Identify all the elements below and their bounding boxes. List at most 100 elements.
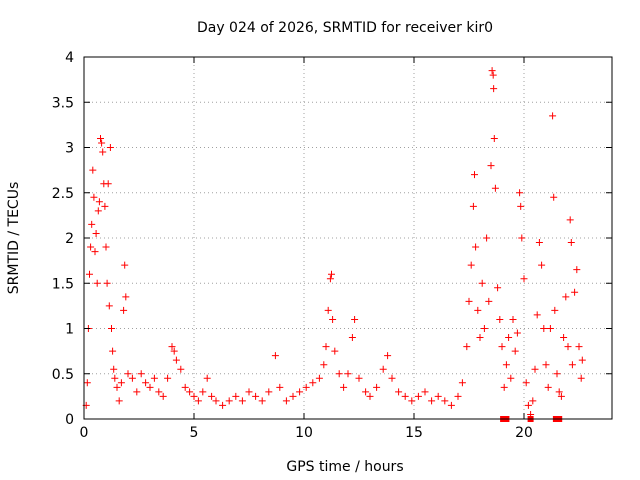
data-point-marker — [271, 352, 279, 360]
data-point-marker — [245, 388, 253, 396]
data-point-marker — [434, 392, 442, 400]
data-point-marker — [379, 365, 387, 373]
data-point-marker — [575, 343, 583, 351]
data-point-marker — [296, 388, 304, 396]
data-point-marker — [83, 379, 91, 387]
data-point-marker — [562, 293, 570, 301]
data-point-marker — [544, 383, 552, 391]
data-point-marker — [329, 315, 337, 323]
data-point-marker — [335, 370, 343, 378]
y-tick-label: 0.5 — [52, 367, 74, 383]
data-point-marker — [91, 248, 99, 256]
data-point-marker — [186, 388, 194, 396]
data-point-marker — [258, 397, 266, 405]
data-point-marker — [490, 85, 498, 93]
data-point-marker — [351, 315, 359, 323]
data-point-marker — [225, 397, 233, 405]
data-point-marker — [95, 198, 103, 206]
data-point-marker — [344, 370, 352, 378]
data-point-marker — [401, 392, 409, 400]
data-point-marker — [465, 297, 473, 305]
data-point-marker — [199, 388, 207, 396]
data-point-marker — [94, 207, 102, 215]
data-point-marker — [568, 361, 576, 369]
data-point-marker — [471, 171, 478, 179]
data-point-marker — [86, 270, 93, 278]
data-point-marker — [467, 261, 475, 269]
data-point-marker — [117, 379, 125, 387]
data-point-marker — [172, 356, 180, 364]
data-point-marker — [388, 374, 396, 382]
data-point-marker — [88, 220, 96, 228]
data-point-marker — [324, 306, 332, 314]
data-point-marker — [533, 311, 541, 319]
data-point-marker — [331, 347, 339, 355]
data-point-marker — [489, 71, 497, 79]
x-tick-label: 10 — [295, 425, 313, 441]
data-point-marker — [513, 329, 521, 337]
y-tick-label: 1.5 — [52, 276, 74, 292]
y-tick-label: 1 — [65, 322, 74, 338]
data-point-marker — [190, 392, 198, 400]
data-point-marker — [309, 379, 317, 387]
chart-title: Day 024 of 2026, SRMTID for receiver kir… — [197, 20, 493, 36]
data-points — [82, 67, 586, 422]
data-point-marker — [553, 370, 561, 378]
data-point-marker — [124, 370, 132, 378]
data-point-marker — [289, 392, 297, 400]
data-point-marker — [463, 343, 471, 351]
data-point-marker — [219, 401, 227, 409]
data-point-marker — [577, 374, 585, 382]
data-point-marker — [564, 343, 572, 351]
data-point-marker — [105, 302, 113, 310]
data-point-marker — [87, 243, 95, 251]
data-point-marker — [491, 184, 499, 192]
data-point-marker — [531, 365, 539, 373]
data-point-marker — [567, 239, 575, 247]
data-point-marker — [146, 383, 154, 391]
axis-ticks: 0 5 10 15 20 0 0.5 1 1.5 2 2.5 3 3.5 4 — [52, 50, 612, 441]
data-point-marker — [494, 284, 502, 292]
data-point-marker — [348, 334, 356, 342]
data-point-marker — [328, 270, 335, 278]
x-axis-label: GPS time / hours — [286, 459, 403, 475]
data-point-marker — [121, 261, 129, 269]
data-point-marker — [555, 388, 563, 396]
x-tick-label: 20 — [515, 425, 533, 441]
data-point-marker — [557, 392, 565, 400]
data-point-marker — [414, 392, 422, 400]
data-point-marker — [276, 383, 284, 391]
data-point-marker — [487, 162, 495, 170]
data-point-marker — [476, 334, 484, 342]
data-point-marker — [517, 202, 525, 210]
data-point-marker — [447, 401, 455, 409]
data-point-marker — [550, 193, 558, 201]
data-point-marker — [232, 392, 240, 400]
data-point-marker — [137, 370, 145, 378]
data-point-marker — [421, 388, 429, 396]
data-point-marker — [322, 343, 330, 351]
x-tick-label: 5 — [190, 425, 199, 441]
y-tick-label: 3.5 — [52, 95, 74, 111]
data-point-marker — [99, 148, 107, 156]
y-tick-label: 3 — [65, 141, 74, 157]
data-point-marker — [502, 361, 510, 369]
data-point-marker — [320, 361, 328, 369]
data-point-marker — [500, 383, 508, 391]
data-point-marker — [488, 67, 496, 75]
data-point-marker — [89, 166, 97, 174]
data-point-marker — [326, 275, 334, 283]
data-point-marker — [120, 306, 128, 314]
data-point-marker — [115, 397, 123, 405]
data-point-marker — [208, 392, 216, 400]
data-point-marker — [507, 374, 515, 382]
data-point-marker — [540, 325, 548, 332]
data-point-marker — [538, 261, 546, 269]
data-point-marker — [177, 365, 185, 373]
data-point-marker — [340, 383, 348, 391]
data-point-marker — [490, 134, 498, 142]
data-point-marker — [103, 279, 111, 287]
data-point-marker — [395, 388, 403, 396]
